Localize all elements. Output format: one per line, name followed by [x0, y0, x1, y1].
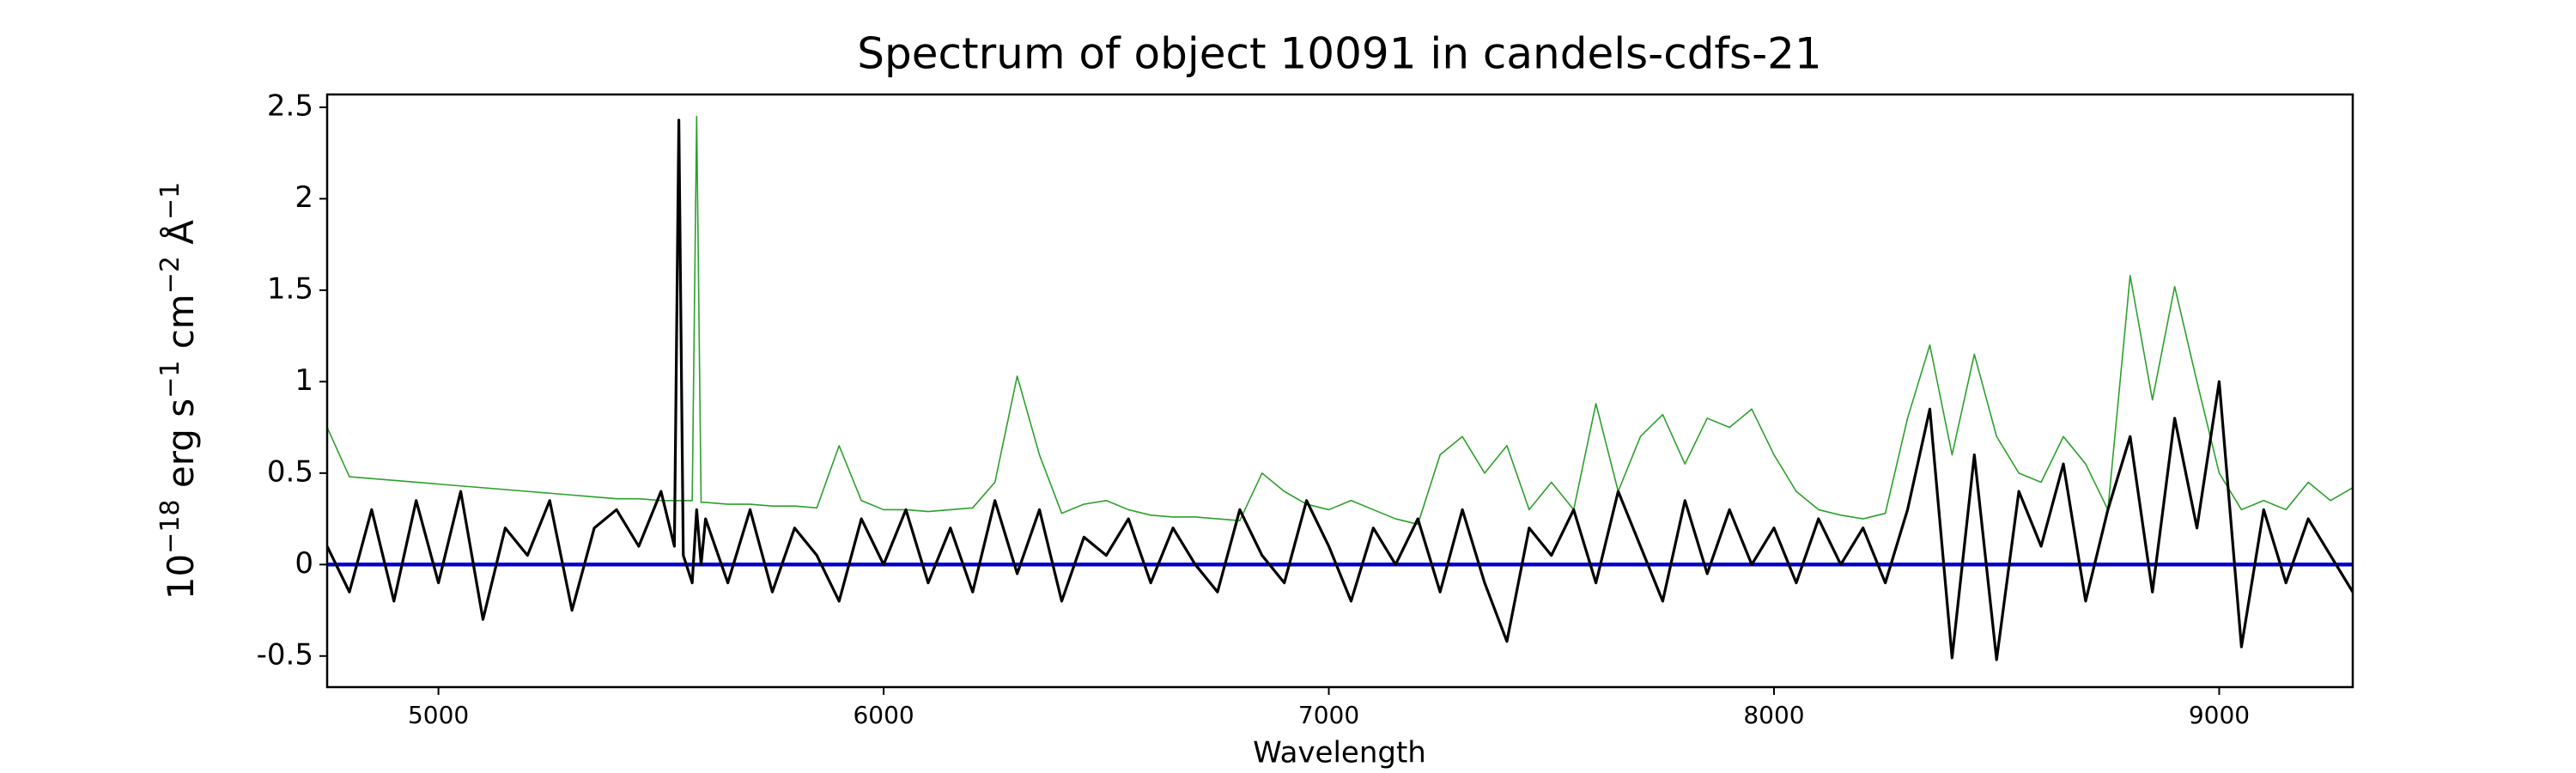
y-axis-label-part: cm [160, 294, 202, 360]
spectrum-line [327, 119, 2353, 661]
spectrum-line [327, 115, 2353, 526]
y-axis-label-part: erg s [160, 399, 202, 500]
y-axis-label-superscript: −2 [155, 256, 185, 294]
y-tick-label: 0 [295, 546, 313, 581]
y-tick-label: 2.5 [267, 88, 313, 123]
x-tick-label: 5000 [408, 701, 469, 729]
y-axis-label: 10−18 erg s−1 cm−2 Å−1 [155, 182, 203, 600]
x-tick-label: 7000 [1298, 701, 1359, 729]
y-axis-label-part: 10 [160, 554, 202, 600]
plot-frame [325, 93, 2354, 689]
y-axis-label-part: Å [159, 220, 202, 256]
x-axis-label: Wavelength [1253, 736, 1426, 770]
y-tick-label: -0.5 [257, 637, 313, 672]
x-tick-label: 6000 [853, 701, 914, 729]
y-axis-label-superscript: −1 [155, 361, 185, 399]
y-tick-label: 2 [295, 180, 313, 215]
y-tick-label: 1.5 [267, 271, 313, 306]
chart-title: Spectrum of object 10091 in candels-cdfs… [857, 29, 1822, 79]
y-tick-label: 0.5 [267, 454, 313, 489]
y-tick-label: 1 [295, 363, 313, 398]
y-axis-label-superscript: −1 [155, 182, 185, 220]
x-tick-label: 8000 [1743, 701, 1804, 729]
x-tick-label: 9000 [2189, 701, 2250, 729]
y-axis-label-superscript: −18 [155, 500, 185, 554]
